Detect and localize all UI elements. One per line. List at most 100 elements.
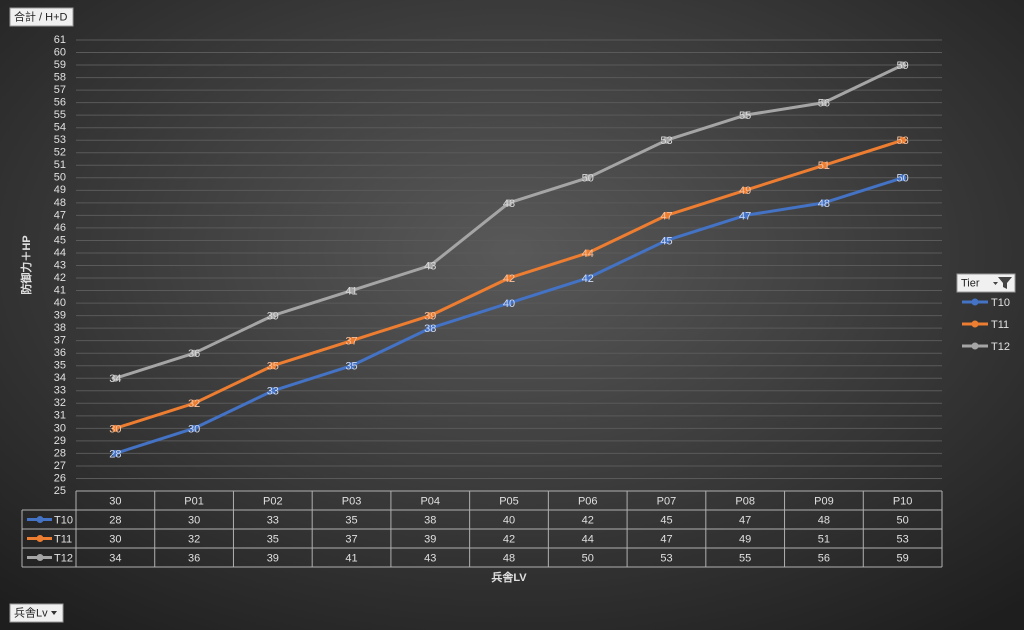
table-cell: 44: [582, 533, 594, 545]
table-cell: 33: [267, 514, 279, 526]
table-cell: 30: [109, 533, 121, 545]
table-series-name: T12: [54, 552, 73, 564]
data-label: 40: [503, 298, 515, 310]
y-tick-label: 53: [54, 134, 66, 146]
marker: [426, 262, 434, 269]
data-label: 48: [818, 198, 830, 210]
table-cell: 47: [660, 533, 672, 545]
table-cell: 53: [897, 533, 909, 545]
legend-title[interactable]: Tier: [961, 277, 980, 289]
marker: [505, 299, 513, 307]
table-legend-key-marker: [36, 554, 44, 561]
field-button-label[interactable]: 合計 / H+D: [14, 9, 68, 23]
marker: [426, 324, 434, 332]
table-cell: 34: [109, 552, 121, 564]
data-label: 28: [109, 448, 121, 460]
y-tick-label: 60: [54, 46, 66, 58]
y-tick-label: 45: [54, 234, 66, 246]
axis-field-button-label[interactable]: 兵舎Lv: [14, 606, 48, 619]
marker: [111, 449, 119, 457]
x-tick-label: P04: [420, 495, 440, 507]
data-label: 44: [582, 248, 594, 260]
marker: [190, 399, 198, 407]
marker: [505, 199, 513, 207]
table-cell: 49: [739, 533, 751, 545]
table-cell: 50: [897, 514, 909, 526]
x-tick-label: P05: [499, 495, 519, 507]
table-cell: 56: [818, 552, 830, 564]
marker: [348, 362, 356, 370]
marker: [426, 312, 434, 320]
y-tick-label: 52: [54, 147, 66, 159]
axis-field-button[interactable]: [9, 603, 64, 623]
table-cell: 55: [739, 552, 751, 564]
marker: [190, 349, 198, 357]
marker: [505, 274, 513, 282]
table-cell: 48: [503, 552, 515, 564]
x-tick-label: P10: [893, 495, 913, 507]
marker: [662, 211, 670, 219]
y-tick-label: 59: [54, 59, 66, 71]
filter-icon: [993, 277, 1012, 289]
y-tick-label: 50: [54, 172, 66, 184]
data-label: 48: [503, 198, 515, 210]
legend-key-marker: [971, 342, 979, 350]
legend-label: T10: [991, 297, 1010, 309]
table-cell: 30: [188, 514, 200, 526]
table-series-name: T10: [54, 514, 73, 526]
data-label: 55: [739, 110, 751, 122]
data-label: 42: [582, 273, 594, 285]
x-tick-label: P08: [735, 495, 755, 507]
y-tick-label: 31: [54, 410, 66, 422]
legend-label: T12: [991, 341, 1010, 353]
y-tick-label: 26: [54, 472, 66, 484]
y-tick-label: 33: [54, 385, 66, 397]
y-tick-label: 44: [54, 247, 66, 259]
y-tick-label: 39: [54, 310, 66, 322]
table-cell: 36: [188, 552, 200, 564]
y-tick-label: 46: [54, 222, 66, 234]
marker: [899, 61, 907, 69]
table-cell: 47: [739, 514, 751, 526]
table-cell: 45: [660, 514, 672, 526]
data-label: 36: [188, 348, 200, 360]
y-tick-label: 54: [54, 122, 66, 134]
x-axis-label: 兵舎LV: [491, 570, 527, 584]
data-label: 43: [424, 260, 436, 272]
data-label: 39: [267, 311, 279, 323]
marker: [348, 337, 356, 345]
legend-label: T11: [991, 319, 1009, 331]
data-label: 59: [897, 60, 909, 72]
marker: [820, 161, 828, 169]
table-cell: 32: [188, 533, 200, 545]
table-cell: 50: [582, 552, 594, 564]
y-tick-label: 29: [54, 435, 66, 447]
table-cell: 37: [345, 533, 357, 545]
marker: [111, 424, 119, 432]
legend-key-marker: [971, 320, 979, 328]
x-tick-label: P01: [184, 495, 204, 507]
x-tick-label: 30: [109, 495, 121, 507]
table-cell: 43: [424, 552, 436, 564]
y-tick-label: 61: [54, 34, 66, 46]
y-tick-label: 40: [54, 297, 66, 309]
table-cell: 42: [503, 533, 515, 545]
table-cell: 42: [582, 514, 594, 526]
data-label: 30: [109, 423, 121, 435]
dropdown-icon: [51, 611, 57, 615]
table-cell: 39: [424, 533, 436, 545]
table-cell: 48: [818, 514, 830, 526]
field-button[interactable]: [9, 7, 74, 27]
y-tick-label: 55: [54, 109, 66, 121]
table-cell: 53: [660, 552, 672, 564]
table-legend-key-marker: [36, 516, 44, 523]
marker: [269, 312, 277, 320]
marker: [190, 424, 198, 432]
y-tick-label: 37: [54, 335, 66, 347]
x-tick-label: P06: [578, 495, 598, 507]
table-cell: 35: [267, 533, 279, 545]
y-tick-label: 47: [54, 209, 66, 221]
data-label: 47: [739, 210, 751, 222]
